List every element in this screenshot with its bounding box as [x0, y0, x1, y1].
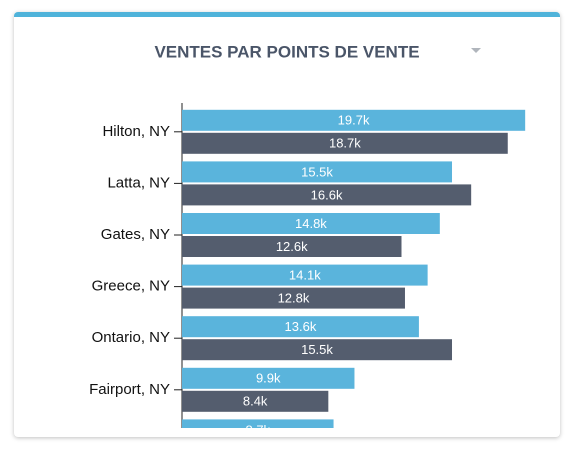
bar-value-label: 18.7k — [329, 136, 361, 151]
bar-value-label: 12.6k — [276, 239, 308, 254]
card-accent — [14, 12, 560, 17]
bar — [182, 161, 453, 183]
bar — [182, 132, 508, 154]
bar-value-label: 12.8k — [278, 291, 310, 306]
bar-value-label: 13.6k — [285, 319, 317, 334]
chart-title: VENTES PAR POINTS DE VENTE — [154, 42, 419, 61]
bar — [182, 236, 402, 257]
y-tick-label: Greece, NY — [92, 278, 170, 295]
dropdown-caret[interactable] — [471, 48, 481, 53]
bar — [182, 339, 453, 361]
bar — [182, 264, 428, 286]
y-tick-label: Fairport, NY — [89, 381, 170, 398]
bar-value-label: 15.5k — [301, 164, 333, 179]
bar — [182, 419, 334, 428]
bar — [182, 367, 355, 389]
bar — [182, 390, 329, 412]
bar — [182, 109, 526, 131]
bar-value-label: 16.6k — [311, 187, 343, 202]
plot: Hilton, NY 19.7k 18.7k Latta, NY 15.5k 16.6k G… — [89, 103, 526, 437]
bar-value-label: 19.7k — [338, 113, 370, 128]
y-tick-label: Gates, NY — [101, 226, 170, 243]
bar — [182, 316, 419, 338]
bar-value-label: 8.7k — [245, 422, 270, 437]
bar-value-label: 14.1k — [289, 268, 321, 283]
bar-value-label: 9.9k — [256, 371, 281, 386]
y-tick-label: Hilton, NY — [102, 123, 170, 140]
bar — [182, 184, 472, 206]
y-tick-label: Latta, NY — [107, 174, 170, 191]
bar-value-label: 15.5k — [301, 342, 333, 357]
bar — [182, 287, 405, 309]
y-tick-label: Ontario, NY — [92, 329, 170, 346]
bar-value-label: 14.8k — [295, 216, 327, 231]
bar — [182, 213, 440, 234]
bar-value-label: 8.4k — [243, 394, 268, 409]
